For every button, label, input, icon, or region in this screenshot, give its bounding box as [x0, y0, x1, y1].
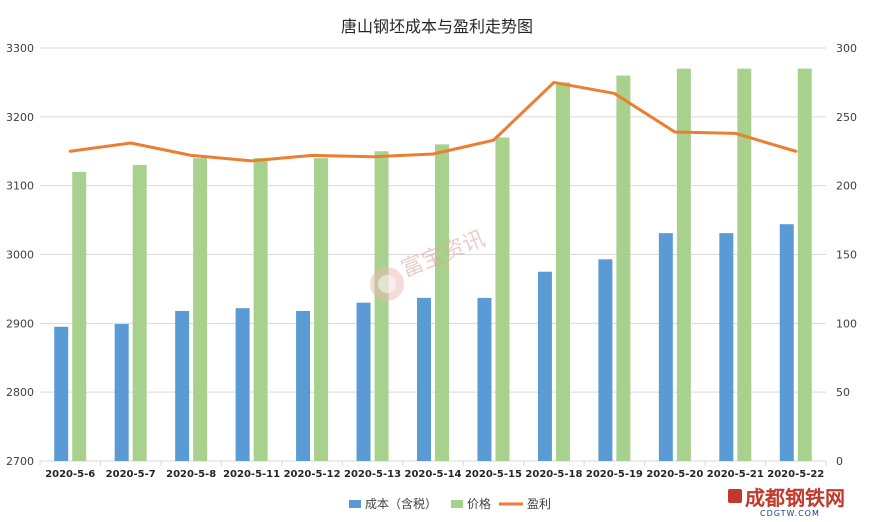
x-tick-label: 2020-5-8 — [166, 469, 216, 480]
y-right-tick-label: 100 — [836, 317, 857, 330]
x-tick-label: 2020-5-19 — [586, 469, 643, 480]
legend-label: 盈利 — [527, 497, 551, 511]
bar — [296, 310, 311, 461]
bar — [54, 326, 69, 461]
y-left-tick-label: 3100 — [6, 180, 34, 193]
bar — [555, 82, 570, 462]
y-left-tick-label: 3200 — [6, 111, 34, 124]
bar — [314, 158, 329, 461]
x-tick-label: 2020-5-20 — [646, 469, 703, 480]
legend-label: 成本（含税） — [365, 496, 437, 511]
logo-mark-icon — [728, 489, 742, 503]
bar — [175, 310, 190, 461]
x-tick-label: 2020-5-12 — [284, 469, 341, 480]
bar — [779, 224, 794, 461]
bar — [797, 68, 812, 462]
axes: 2700 2800 2900 3000 3100 3200 3300 0 50 100 150 200… — [6, 42, 857, 480]
y-left-tick-label: 3300 — [6, 42, 34, 55]
x-tick-label: 2020-5-22 — [767, 469, 824, 480]
x-tick-label: 2020-5-14 — [404, 469, 461, 480]
bar — [616, 75, 631, 462]
x-tick-label: 2020-5-18 — [525, 469, 582, 480]
bar — [417, 297, 431, 461]
bar — [253, 158, 268, 461]
bar — [719, 233, 734, 461]
bar — [114, 324, 129, 461]
y-left-tick-label: 2900 — [6, 317, 34, 330]
bar — [132, 165, 147, 461]
logo-subtext: CDGTW.COM — [760, 509, 820, 518]
y-right-tick-label: 300 — [836, 42, 857, 55]
bars — [54, 68, 812, 462]
x-tick-label: 2020-5-15 — [465, 469, 522, 480]
bar — [477, 297, 492, 461]
bar — [72, 171, 87, 461]
x-tick-label: 2020-5-21 — [707, 469, 764, 480]
bar — [737, 68, 752, 462]
site-logo: 成都钢铁网 CDGTW.COM — [728, 486, 845, 518]
x-tick-label: 2020-5-6 — [45, 469, 95, 480]
x-tick-label: 2020-5-7 — [106, 469, 156, 480]
y-right-tick-label: 250 — [836, 111, 857, 124]
bar — [193, 158, 208, 461]
y-left-tick-label: 3000 — [6, 249, 34, 262]
logo-text: 成都钢铁网 — [745, 486, 845, 510]
x-tick-label: 2020-5-11 — [223, 469, 280, 480]
legend-label: 价格 — [467, 496, 491, 511]
bar — [495, 137, 510, 461]
y-right-tick-label: 150 — [836, 249, 857, 262]
y-right-tick-label: 50 — [836, 386, 850, 399]
profit-line — [68, 80, 798, 163]
legend-swatch — [349, 500, 361, 508]
y-left-tick-label: 2800 — [6, 386, 34, 399]
grid — [39, 47, 827, 466]
bar — [598, 259, 613, 461]
bar — [676, 68, 691, 462]
legend: 成本（含税） 价格 盈利 — [349, 496, 551, 511]
bar — [356, 302, 371, 461]
x-tick-label: 2020-5-13 — [344, 469, 401, 480]
bar — [537, 271, 552, 461]
watermark-logo-inner-icon — [378, 275, 396, 293]
y-right-tick-label: 200 — [836, 180, 857, 193]
chart-title: 唐山钢坯成本与盈利走势图 — [341, 17, 533, 36]
bar — [658, 233, 673, 461]
y-left-tick-label: 2700 — [6, 455, 34, 468]
bar — [235, 308, 250, 461]
bar — [374, 151, 389, 461]
legend-swatch — [451, 500, 463, 508]
y-right-tick-label: 0 — [836, 455, 843, 468]
bar — [435, 144, 449, 461]
